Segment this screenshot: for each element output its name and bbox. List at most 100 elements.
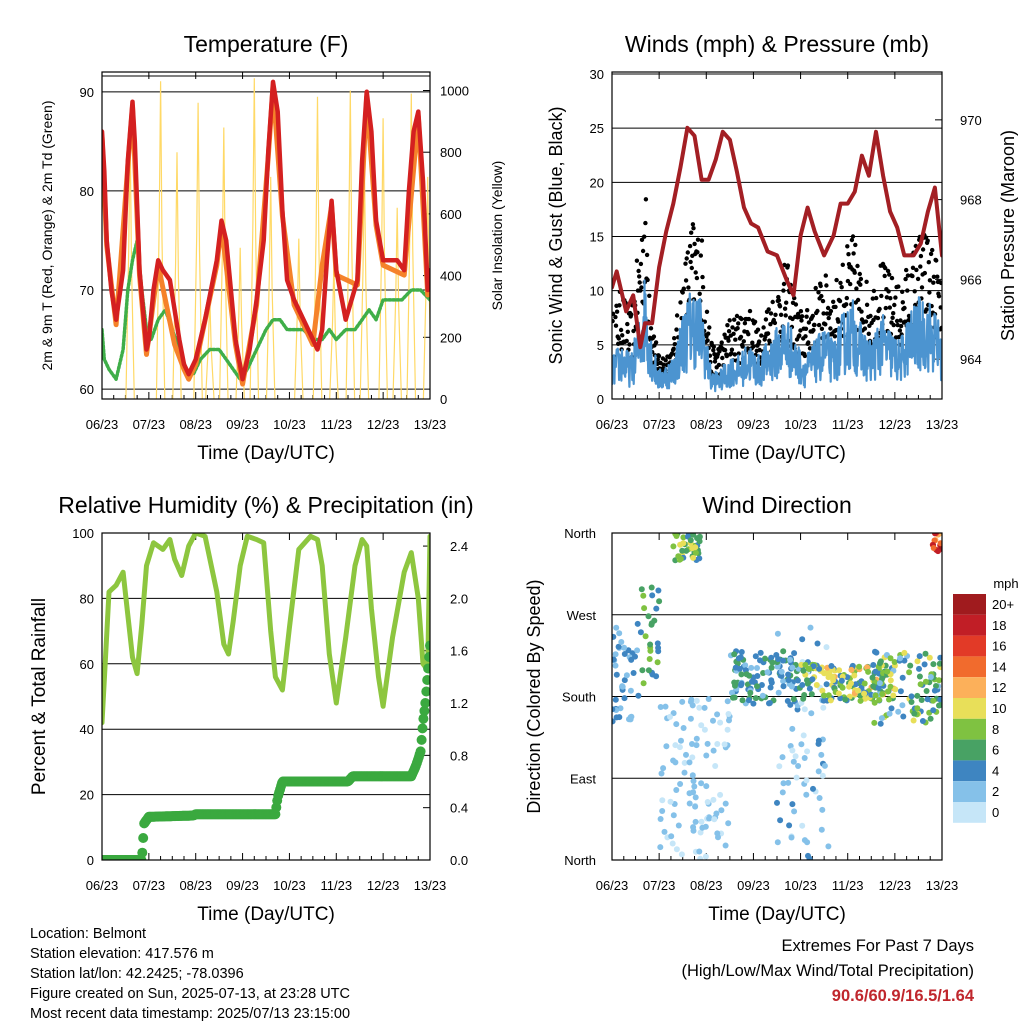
gust-point <box>643 197 649 202</box>
gust-point <box>858 282 863 287</box>
gust-point <box>886 289 891 294</box>
location-text: Location: Belmont <box>30 926 147 942</box>
colorbar-label: 12 <box>992 680 1006 695</box>
gust-point <box>720 355 725 361</box>
gust-point <box>819 293 824 299</box>
direction-point <box>801 706 808 713</box>
y2-tick-label: 2.0 <box>450 591 468 606</box>
y-tick-label: 10 <box>590 284 604 299</box>
direction-point <box>815 768 822 775</box>
gust-point <box>726 338 731 343</box>
panel2-xlabel: Time (Day/UTC) <box>708 443 846 464</box>
x-tick-label: 09/23 <box>226 878 259 893</box>
direction-point <box>621 677 628 684</box>
direction-point <box>927 715 934 722</box>
gust-point <box>824 283 829 288</box>
panel3-ylabel: Percent & Total Rainfall <box>29 598 50 795</box>
direction-point <box>703 752 710 759</box>
direction-point <box>775 656 782 662</box>
direction-point <box>757 657 763 664</box>
direction-point <box>895 708 902 715</box>
gust-point <box>692 241 697 247</box>
gust-point <box>691 226 696 231</box>
direction-point <box>780 780 787 787</box>
gust-point <box>918 253 924 259</box>
gust-point <box>894 318 900 324</box>
x-tick-label: 07/23 <box>133 417 166 432</box>
direction-point <box>703 783 710 790</box>
y2-tick-label: 800 <box>440 145 462 160</box>
solar-spike <box>219 127 229 399</box>
direction-point <box>897 688 904 695</box>
direction-point <box>838 677 845 684</box>
direction-point <box>726 717 732 724</box>
solar-spike <box>345 90 356 399</box>
solar-spike <box>312 96 323 399</box>
gust-point <box>729 347 735 352</box>
direction-point <box>612 696 619 703</box>
direction-point <box>692 544 699 551</box>
direction-point <box>630 670 637 676</box>
direction-point <box>852 681 859 688</box>
direction-point <box>891 659 898 665</box>
gust-point <box>838 280 843 286</box>
direction-point <box>687 698 694 705</box>
y2-tick-label: 1000 <box>440 84 469 99</box>
gust-point <box>864 279 869 284</box>
panel1-ylabel: 2m & 9m T (Red, Orange) & 2m Td (Green) <box>39 101 55 371</box>
gust-point <box>871 288 877 294</box>
direction-point <box>937 540 942 547</box>
y2-tick-label: 1.6 <box>450 644 468 659</box>
direction-point <box>787 701 794 708</box>
gust-point <box>927 278 933 283</box>
direction-point <box>837 695 844 702</box>
direction-point <box>768 679 775 686</box>
gust-point <box>770 299 775 305</box>
direction-point <box>785 779 792 786</box>
y2-tick-label: 600 <box>440 207 462 222</box>
panel2-ylabel: Sonic Wind & Gust (Blue, Black) <box>546 106 566 364</box>
direction-point <box>819 772 826 779</box>
gust-point <box>844 295 849 301</box>
direction-point <box>818 751 825 758</box>
direction-point <box>693 697 700 704</box>
gust-point <box>793 302 799 307</box>
temperature-chart: Temperature (F) 06/23 07/23 08/23 09/23 10/23… <box>39 31 505 464</box>
y2-tick-label: 0.0 <box>450 853 468 868</box>
gust-point <box>820 298 826 304</box>
direction-point <box>799 682 806 688</box>
direction-point <box>731 679 738 686</box>
gust-point <box>910 273 915 279</box>
y-tick-label: 5 <box>597 338 604 353</box>
gust-point <box>640 248 646 254</box>
y-tick-label: North <box>564 853 596 868</box>
direction-point <box>802 661 809 668</box>
gust-point <box>766 307 771 312</box>
gust-point <box>915 276 921 282</box>
recent-data-text: Most recent data timestamp: 2025/07/13 2… <box>30 1006 351 1022</box>
gust-point <box>746 316 752 322</box>
gust-point <box>818 283 823 289</box>
direction-point <box>926 654 933 661</box>
gust-point <box>625 321 630 327</box>
direction-point <box>705 696 712 702</box>
plot-frame <box>101 532 431 861</box>
gust-point <box>850 234 856 239</box>
direction-point <box>815 740 822 747</box>
direction-point <box>774 630 781 637</box>
direction-point <box>788 683 795 690</box>
y2-tick-label: 200 <box>440 330 462 345</box>
direction-point <box>899 674 906 681</box>
gust-point <box>761 325 766 330</box>
direction-point <box>710 796 717 803</box>
gust-point <box>616 336 621 341</box>
direction-point <box>752 695 759 702</box>
gust-point <box>892 302 897 308</box>
direction-point <box>738 680 745 687</box>
gust-point <box>891 311 896 316</box>
direction-point <box>937 702 942 709</box>
gust-point <box>690 222 696 227</box>
gust-point <box>875 315 881 321</box>
gust-point <box>704 309 710 314</box>
gust-point <box>928 251 934 257</box>
